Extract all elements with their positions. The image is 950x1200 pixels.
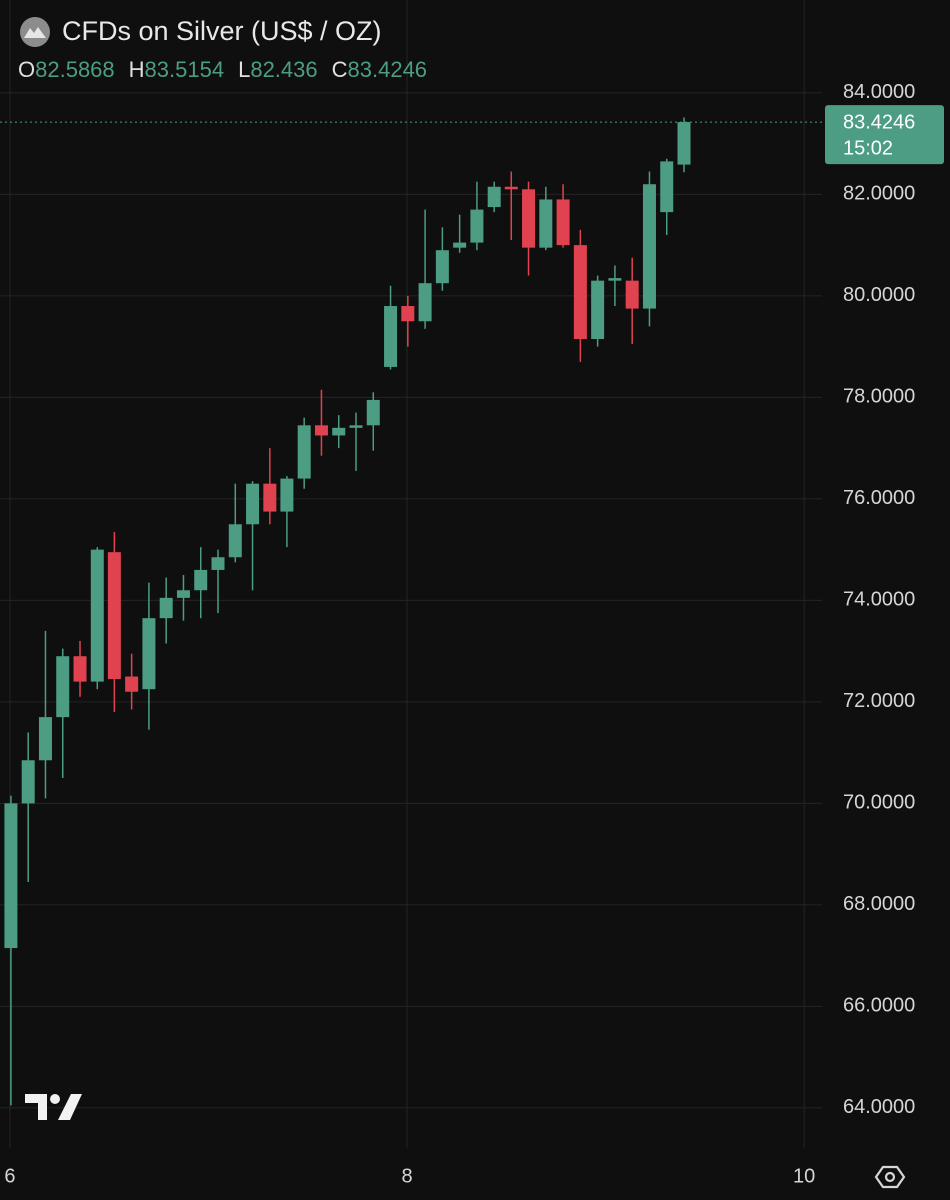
y-tick-label: 84.0000 (843, 81, 915, 103)
y-tick-label: 68.0000 (843, 893, 915, 915)
candle-body (660, 161, 674, 213)
ohlc-value: 82.5868 (35, 57, 115, 82)
candle-body (591, 280, 605, 340)
candle-body (608, 278, 622, 281)
candle-body (332, 427, 346, 436)
candle-body (125, 676, 139, 692)
y-tick-label: 80.0000 (843, 284, 915, 306)
candle-body (246, 483, 260, 525)
y-tick-label: 64.0000 (843, 1096, 915, 1118)
overlay: 83.4246 15:02 (0, 105, 944, 165)
chart-title: CFDs on Silver (US$ / OZ) (62, 16, 382, 46)
x-tick-label: 6 (4, 1165, 15, 1187)
candle-body (418, 283, 432, 322)
y-tick-label: 70.0000 (843, 792, 915, 814)
candle-body (314, 425, 328, 436)
candle-body (73, 656, 87, 682)
candle-body (504, 186, 518, 190)
candle-body (194, 569, 208, 591)
settings-icon (874, 1165, 906, 1189)
candle-body (56, 656, 70, 718)
grid (0, 0, 822, 1148)
y-tick-label: 78.0000 (843, 386, 915, 408)
x-tick-label: 10 (793, 1165, 815, 1187)
candle-body (211, 557, 225, 570)
candle-body (107, 552, 121, 680)
y-tick-label: 74.0000 (843, 589, 915, 611)
tv-logo-part (25, 1094, 47, 1120)
settings-button[interactable] (874, 1165, 906, 1189)
candle-body (539, 199, 553, 248)
candle-body (159, 597, 173, 619)
candle-body (349, 425, 363, 428)
tv-logo-part (50, 1094, 60, 1104)
candle-body (487, 186, 501, 208)
y-tick-label: 82.0000 (843, 183, 915, 205)
candle-body (366, 399, 380, 426)
candle-body (38, 717, 52, 761)
ohlc-value: 83.4246 (348, 57, 428, 82)
ohlc-value: 83.5154 (145, 57, 225, 82)
y-tick-label: 76.0000 (843, 487, 915, 509)
candle-body (142, 618, 156, 690)
ohlc-key: O (18, 57, 35, 82)
tv-logo[interactable] (25, 1094, 82, 1120)
candle-body (21, 760, 35, 804)
candle-body (4, 803, 18, 949)
candle-body (297, 425, 311, 479)
y-tick-label: 66.0000 (843, 995, 915, 1017)
last-price-box (825, 105, 944, 165)
candle-body (435, 250, 449, 284)
candle-body (401, 306, 415, 322)
candles (4, 117, 691, 1106)
ohlc-legend: O 82.5868 H 83.5154 L 82.436 C 83.4246 (18, 57, 427, 82)
candle-body (228, 524, 242, 558)
ohlc-value: 82.436 (250, 57, 317, 82)
candle-body (625, 280, 639, 309)
candle-body (573, 245, 587, 340)
ohlc-key: H (129, 57, 145, 82)
tv-logo-part (58, 1094, 82, 1120)
candle-body (677, 122, 691, 165)
candle-body (453, 242, 467, 248)
x-tick-label: 8 (401, 1165, 412, 1187)
symbol-icon-shape (24, 27, 46, 38)
settings-icon-center (884, 1171, 896, 1183)
last-price-label: 83.4246 (843, 111, 915, 133)
candle-body (384, 306, 398, 367)
candle-body (280, 478, 294, 512)
candle-body (263, 483, 277, 512)
ohlc-key: C (332, 57, 348, 82)
candle-body (556, 199, 570, 246)
candle-body (90, 549, 104, 682)
candle-body (642, 184, 656, 309)
candle-body (176, 590, 190, 598)
y-tick-label: 72.0000 (843, 690, 915, 712)
ohlc-key: L (238, 57, 250, 82)
candle-body (522, 189, 536, 248)
candle-body (470, 209, 484, 243)
countdown-label: 15:02 (843, 137, 893, 159)
